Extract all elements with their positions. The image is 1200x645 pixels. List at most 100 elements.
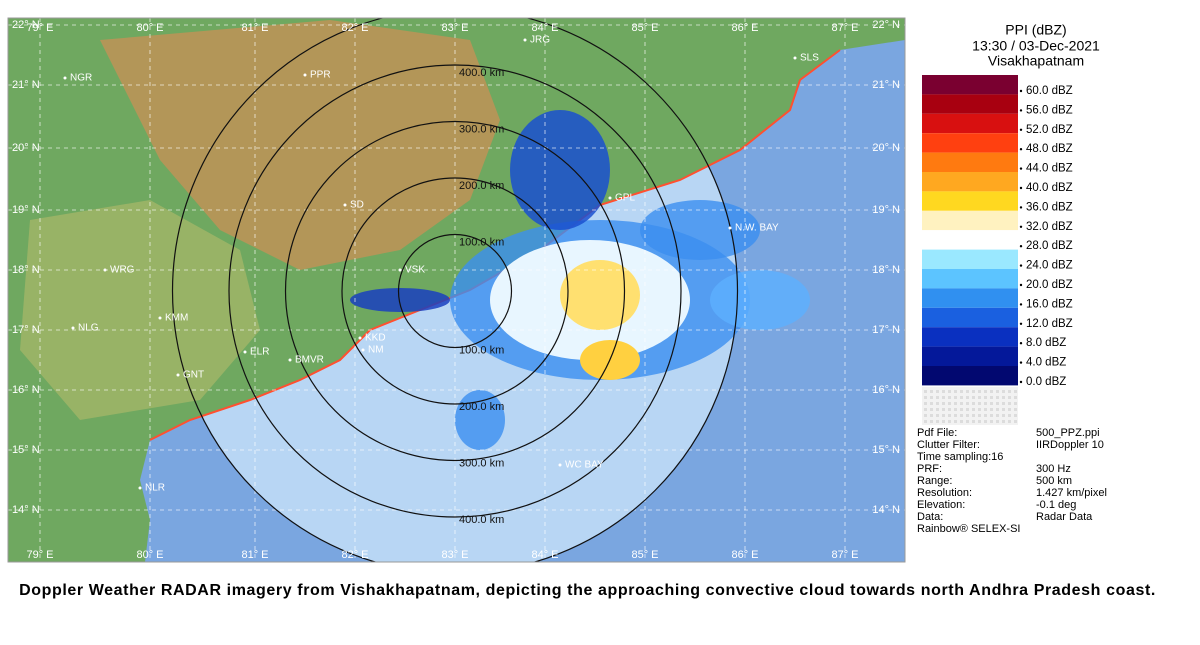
place-label: GNT <box>183 370 204 381</box>
longitude-label: 85° E <box>631 22 658 34</box>
scale-tick <box>1019 283 1023 287</box>
latitude-label: 15° N <box>872 444 900 456</box>
place-label: WC BAY <box>565 460 604 471</box>
color-swatch <box>922 366 1018 386</box>
range-ring <box>284 120 626 462</box>
longitude-label: 87° E <box>831 22 858 34</box>
range-label: 100.0 km <box>459 344 504 356</box>
range-label: 400.0 km <box>459 514 504 526</box>
caption: Doppler Weather RADAR imagery from Visha… <box>19 582 1156 599</box>
longitude-label: 80° E <box>136 549 163 561</box>
place-dot <box>398 268 402 272</box>
latitude-label: 15° N <box>12 444 40 456</box>
latitude-label: 17° N <box>12 324 40 336</box>
scale-label: 56.0 dBZ <box>1026 104 1073 116</box>
color-swatch <box>922 94 1018 114</box>
longitude-label: 84° E <box>531 22 558 34</box>
range-ring <box>341 177 569 405</box>
metadata-value: -0.1 deg <box>1036 499 1076 511</box>
latitude-label: 18° N <box>872 264 900 276</box>
scale-label: 0.0 dBZ <box>1026 376 1066 388</box>
scale-label: 20.0 dBZ <box>1026 279 1073 291</box>
metadata-key: Data: <box>917 511 943 523</box>
place-dot <box>243 350 247 354</box>
color-swatch <box>922 346 1018 366</box>
scale-tick <box>1019 206 1023 209</box>
longitude-label: 87° E <box>831 549 858 561</box>
scale-tick <box>1019 322 1023 325</box>
latitude-label: 18° N <box>12 264 40 276</box>
scale-label: 8.0 dBZ <box>1026 337 1066 349</box>
scale-tick <box>1019 342 1023 345</box>
longitude-label: 81° E <box>241 549 268 561</box>
latitude-label: 14° N <box>872 504 900 516</box>
map-labels: 22° N 22° N 21° N 21° N 20° N 20° N 19° N 19° N… <box>12 19 900 561</box>
place-dot <box>361 348 365 352</box>
place-dot <box>558 463 562 467</box>
color-swatch <box>922 327 1018 347</box>
color-swatch <box>922 307 1018 328</box>
latitude-label: 21° N <box>872 79 900 91</box>
place-dot <box>176 373 180 377</box>
metadata-key: Elevation: <box>917 499 965 511</box>
scale-label: 12.0 dBZ <box>1026 318 1073 330</box>
range-label: 200.0 km <box>459 180 504 192</box>
scale-tick <box>1019 361 1023 364</box>
color-swatch <box>922 75 1018 95</box>
color-swatch <box>922 269 1018 289</box>
place-label: NGR <box>70 73 92 84</box>
range-ring <box>397 233 513 349</box>
color-swatch <box>922 152 1018 172</box>
scale-tick <box>1019 225 1023 228</box>
longitude-label: 79° E <box>26 22 53 34</box>
metadata-value: 300 Hz <box>1036 463 1071 475</box>
place-label: N.W. BAY <box>735 223 779 234</box>
longitude-label: 86° E <box>731 549 758 561</box>
scale-label: 36.0 dBZ <box>1026 201 1073 213</box>
place-dot <box>71 326 75 330</box>
range-ring <box>171 18 739 562</box>
metadata-key: Pdf File: <box>917 427 957 439</box>
latitude-label: 20° N <box>12 142 40 154</box>
longitude-label: 82° E <box>341 549 368 561</box>
longitude-label: 85° E <box>631 549 658 561</box>
scale-label: 44.0 dBZ <box>1026 163 1073 175</box>
metadata-value: 1.427 km/pixel <box>1036 487 1107 499</box>
metadata-key: Rainbow® SELEX-SI <box>917 523 1021 535</box>
longitude-label: 86° E <box>731 22 758 34</box>
place-dot <box>103 268 107 272</box>
place-label: WRG <box>110 265 135 276</box>
longitude-label: 79° E <box>26 549 53 561</box>
place-dot <box>138 486 142 490</box>
scale-tick <box>1019 109 1023 112</box>
latitude-label: 21° N <box>12 79 40 91</box>
scale-tick <box>1019 167 1023 170</box>
range-rings <box>171 18 739 562</box>
place-label: JRG <box>530 35 550 46</box>
place-dot <box>608 196 612 200</box>
scale-label: 48.0 dBZ <box>1026 143 1073 155</box>
latitude-label: 20° N <box>872 142 900 154</box>
longitude-label: 82° E <box>341 22 368 34</box>
range-label: 300.0 km <box>459 123 504 135</box>
latitude-label: 17° N <box>872 324 900 336</box>
scale-tick <box>1019 245 1023 248</box>
scale-label: 32.0 dBZ <box>1026 221 1073 233</box>
scale-label: 24.0 dBZ <box>1026 260 1073 272</box>
place-label: NM <box>368 345 384 356</box>
metadata-value: Radar Data <box>1036 511 1093 523</box>
place-label: PPR <box>310 70 331 81</box>
scale-tick <box>1019 186 1023 190</box>
color-scale: 60.0 dBZ 56.0 dBZ 52.0 dBZ 48.0 dBZ 44.0 dBZ… <box>922 75 1073 388</box>
color-swatch <box>922 172 1018 192</box>
place-label: ELR <box>250 347 269 358</box>
scale-label: 16.0 dBZ <box>1026 298 1073 310</box>
map-frame <box>7 17 906 563</box>
latitude-label: 19° N <box>872 204 900 216</box>
scale-label: 4.0 dBZ <box>1026 357 1066 369</box>
place-label: SD <box>350 200 364 211</box>
scale-tick <box>1019 89 1023 93</box>
place-label: SLS <box>800 53 819 64</box>
